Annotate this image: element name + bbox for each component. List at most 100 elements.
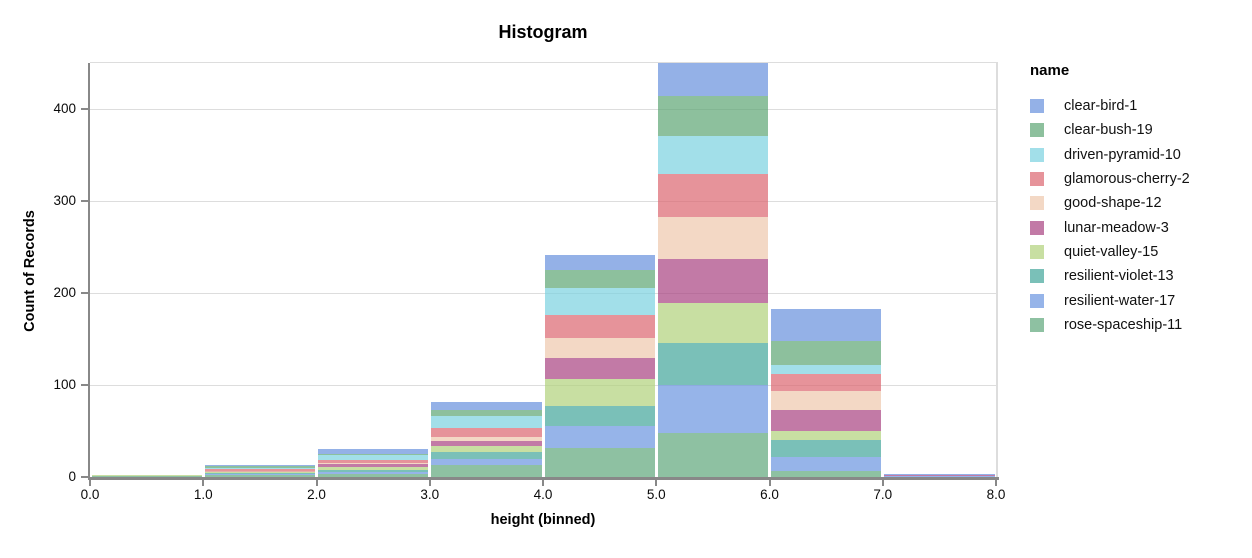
bar-segment-resilient-water-17 <box>771 456 882 472</box>
bar-segment-glamorous-cherry-2 <box>204 468 315 471</box>
bar-segment-quiet-valley-15 <box>431 445 542 453</box>
bar-segment-good-shape-12 <box>318 463 429 465</box>
x-axis-tick-label: 7.0 <box>873 487 893 502</box>
x-axis-tick-label: 3.0 <box>420 487 440 502</box>
bar-segment-clear-bird-1 <box>544 255 655 270</box>
bar-segment-resilient-water-17 <box>318 472 429 475</box>
bar-segment-good-shape-12 <box>657 216 768 259</box>
bar-segment-glamorous-cherry-2 <box>544 315 655 339</box>
legend-title: name <box>1030 62 1070 79</box>
bar-segment-resilient-violet-13 <box>431 452 542 459</box>
bar-segment-resilient-water-17 <box>544 426 655 449</box>
legend-label: lunar-meadow-3 <box>1064 219 1169 236</box>
bar-segment-quiet-valley-15 <box>204 472 315 474</box>
legend-label: quiet-valley-15 <box>1064 243 1159 260</box>
legend-swatch-icon <box>1030 220 1044 235</box>
bar-segment-resilient-water-17 <box>884 476 995 477</box>
bar-segment-clear-bird-1 <box>318 449 429 454</box>
legend-item-glamorous-cherry-2: glamorous-cherry-2 <box>1030 167 1190 191</box>
bar-segment-rose-spaceship-11 <box>431 465 542 477</box>
bar-segment-driven-pyramid-10 <box>431 416 542 429</box>
x-axis-tick <box>881 479 884 486</box>
bar-segment-clear-bird-1 <box>657 63 768 97</box>
x-axis-tick <box>655 479 658 486</box>
bar-segment-lunar-meadow-3 <box>884 475 995 477</box>
bar-segment-rose-spaceship-11 <box>544 448 655 477</box>
bar-segment-good-shape-12 <box>204 470 315 472</box>
bar-segment-clear-bush-19 <box>318 454 429 455</box>
bar-segment-good-shape-12 <box>431 437 542 442</box>
x-axis-tick-label: 4.0 <box>533 487 553 502</box>
legend-item-resilient-water-17: resilient-water-17 <box>1030 288 1190 312</box>
grid-line <box>90 292 996 294</box>
x-axis-tick <box>542 479 544 486</box>
x-axis-tick <box>768 479 771 486</box>
x-axis-tick-label: 0.0 <box>80 487 100 502</box>
legend-swatch-icon <box>1030 196 1044 211</box>
x-axis-tick <box>89 479 91 486</box>
y-axis-tick <box>81 200 88 202</box>
bar-segment-clear-bird-1 <box>431 402 542 410</box>
legend-swatch-icon <box>1030 147 1044 162</box>
bar-segment-glamorous-cherry-2 <box>318 459 429 464</box>
legend-swatch-icon <box>1030 172 1044 187</box>
bar-segment-rose-spaceship-11 <box>657 432 768 477</box>
plot-border-right <box>996 61 998 477</box>
bar-segment-resilient-violet-13 <box>657 342 768 385</box>
bar-segment-rose-spaceship-11 <box>318 474 429 477</box>
bar-segment-lunar-meadow-3 <box>204 471 315 473</box>
bar-segment-driven-pyramid-10 <box>771 364 882 374</box>
bar-segment-quiet-valley-15 <box>771 431 882 441</box>
bar-segment-resilient-violet-13 <box>204 473 315 475</box>
legend-label: driven-pyramid-10 <box>1064 146 1181 163</box>
bar-segment-glamorous-cherry-2 <box>657 174 768 217</box>
bar-segment-clear-bush-19 <box>771 340 882 365</box>
legend-items: clear-bird-1 clear-bush-19 driven-pyramid-… <box>1030 94 1190 337</box>
bar-segment-rose-spaceship-11 <box>91 476 202 477</box>
legend-item-quiet-valley-15: quiet-valley-15 <box>1030 240 1190 264</box>
y-axis-tick <box>81 292 88 294</box>
bar-segment-good-shape-12 <box>544 338 655 359</box>
bar-segment-clear-bird-1 <box>204 465 315 466</box>
chart-title: Histogram <box>498 22 588 42</box>
grid-line <box>90 384 996 386</box>
bar-segment-driven-pyramid-10 <box>204 467 315 469</box>
y-axis-tick <box>81 384 88 386</box>
bar-segment-clear-bush-19 <box>544 270 655 289</box>
y-axis-tick-label: 0 <box>68 469 76 484</box>
bar-segment-driven-pyramid-10 <box>318 454 429 460</box>
bar-segment-quiet-valley-15 <box>544 378 655 407</box>
x-axis-line <box>88 477 999 480</box>
legend-label: resilient-violet-13 <box>1064 268 1174 285</box>
x-axis-tick <box>428 479 431 486</box>
grid-line <box>90 200 996 202</box>
x-axis-tick-label: 1.0 <box>193 487 213 502</box>
bar-segment-quiet-valley-15 <box>91 475 202 477</box>
bar-segment-quiet-valley-15 <box>657 303 768 343</box>
bar-segment-clear-bird-1 <box>771 308 882 341</box>
bar-segment-glamorous-cherry-2 <box>431 428 542 438</box>
bar-segment-resilient-violet-13 <box>544 406 655 427</box>
legend-item-clear-bush-19: clear-bush-19 <box>1030 118 1190 142</box>
plot-border-top <box>90 61 998 63</box>
x-axis-tick-label: 2.0 <box>307 487 326 502</box>
y-axis-tick-label: 100 <box>53 377 76 392</box>
bar-segment-glamorous-cherry-2 <box>771 373 882 391</box>
y-axis-title: Count of Records <box>22 210 38 332</box>
legend-item-rose-spaceship-11: rose-spaceship-11 <box>1030 313 1190 337</box>
legend-item-lunar-meadow-3: lunar-meadow-3 <box>1030 215 1190 239</box>
bar-segment-rose-spaceship-11 <box>771 471 882 477</box>
bar-segment-good-shape-12 <box>771 390 882 410</box>
bar-segment-lunar-meadow-3 <box>318 464 429 467</box>
bar-segment-rose-spaceship-11 <box>204 475 315 477</box>
bar-segment-driven-pyramid-10 <box>544 288 655 316</box>
x-axis-tick-label: 6.0 <box>760 487 779 502</box>
y-axis-line <box>88 63 90 480</box>
x-axis-tick <box>315 479 318 486</box>
y-axis-tick-label: 400 <box>53 101 76 116</box>
legend-label: clear-bush-19 <box>1064 122 1153 139</box>
bar-segment-resilient-violet-13 <box>318 469 429 473</box>
legend-item-good-shape-12: good-shape-12 <box>1030 191 1190 215</box>
legend-swatch-icon <box>1030 317 1044 332</box>
